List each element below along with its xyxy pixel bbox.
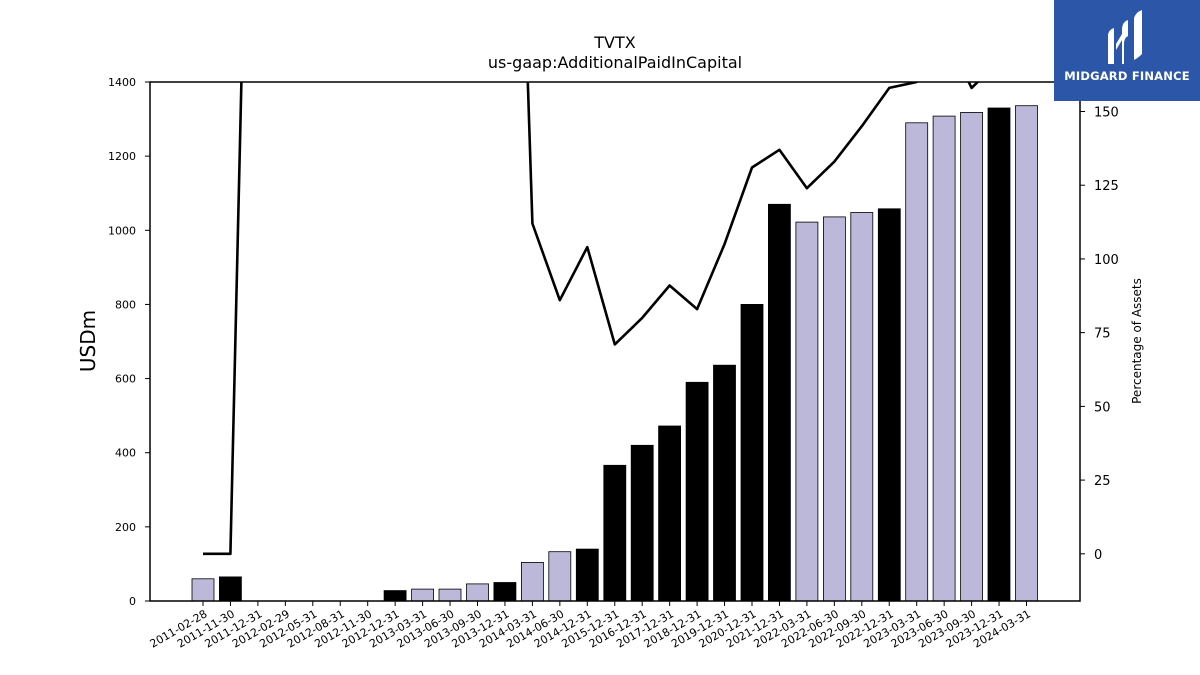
- y-axis-label: USDm: [76, 310, 100, 372]
- line-series: [203, 82, 980, 556]
- line-group: [203, 82, 980, 556]
- y2-tick-label: 25: [1094, 474, 1111, 489]
- bar-group: [191, 105, 1038, 602]
- bar: [411, 588, 435, 602]
- y2-tick-label: 75: [1094, 327, 1111, 342]
- y2-tick-label: 0: [1094, 548, 1102, 563]
- bar: [795, 221, 819, 602]
- bar: [191, 578, 215, 602]
- brand-logo: MIDGARD FINANCE: [1054, 0, 1200, 101]
- y-tick-label: 200: [115, 521, 136, 534]
- bar: [905, 122, 929, 602]
- y2-tick-label: 150: [1094, 105, 1119, 120]
- bar: [630, 444, 654, 602]
- bar: [218, 576, 242, 602]
- bar: [466, 583, 489, 602]
- bar: [1015, 105, 1038, 602]
- bar: [575, 548, 599, 602]
- bar: [877, 208, 901, 602]
- bar: [658, 425, 681, 602]
- y-tick-label: 1400: [108, 76, 136, 89]
- bar: [987, 107, 1011, 602]
- bar: [383, 590, 407, 602]
- y-tick-label: 400: [115, 447, 136, 460]
- logo-text: MIDGARD FINANCE: [1064, 69, 1190, 83]
- y-tick-label: 1200: [108, 150, 136, 163]
- bar: [960, 112, 983, 602]
- y2-tick-label: 50: [1094, 400, 1111, 415]
- bar: [740, 303, 764, 602]
- bar: [493, 582, 517, 602]
- bar: [713, 364, 736, 602]
- chart-subtitle: us-gaap:AdditionalPaidInCapital: [488, 53, 742, 72]
- logo-mark-icon: [1108, 10, 1142, 64]
- bar: [850, 212, 874, 602]
- bar: [548, 551, 572, 602]
- chart-title: TVTX: [593, 33, 635, 52]
- y2-tick-label: 125: [1094, 179, 1119, 194]
- y2-tick-label: 100: [1094, 253, 1119, 268]
- y2-axis-label: Percentage of Assets: [1130, 278, 1144, 404]
- bar: [768, 203, 791, 602]
- bar: [438, 588, 462, 602]
- bar: [685, 381, 709, 602]
- y-tick-label: 600: [115, 373, 136, 386]
- y-tick-label: 0: [129, 595, 136, 608]
- bar: [603, 464, 627, 602]
- bar: [932, 115, 956, 602]
- bar: [521, 562, 544, 602]
- y-tick-label: 1000: [108, 224, 136, 237]
- y-tick-label: 800: [115, 298, 136, 311]
- bar: [823, 216, 846, 602]
